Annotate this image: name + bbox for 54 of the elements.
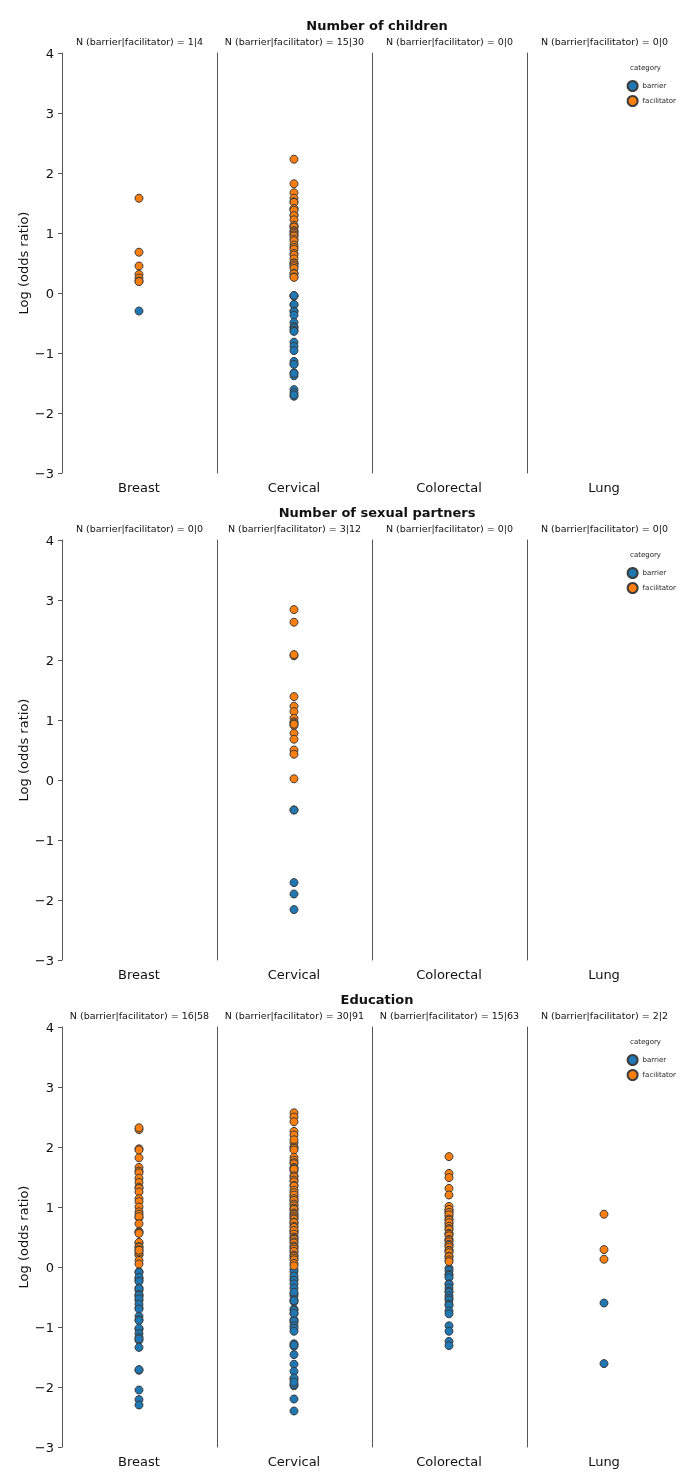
text: N (barrier|facilitator) = 0|0 xyxy=(385,522,514,534)
y-tick-label: −3 xyxy=(34,952,54,968)
x-tick-label: Cervical xyxy=(267,1454,321,1469)
x-tick-label: Colorectal xyxy=(416,480,482,495)
text: N (barrier|facilitator) = 2|2 xyxy=(540,1009,669,1021)
y-tick-label: 1 xyxy=(45,712,54,728)
y-axis-title: Log (odds ratio) xyxy=(16,1185,31,1289)
y-tick-label: 0 xyxy=(45,1259,54,1275)
chart-title: Number of sexual partners xyxy=(278,505,476,520)
y-tick-label: 3 xyxy=(45,592,54,608)
y-tick-label: −2 xyxy=(34,1379,54,1395)
x-tick-label: Breast xyxy=(118,967,160,982)
text: N (barrier|facilitator) = 15|30 xyxy=(224,35,365,47)
text: N (barrier|facilitator) = 3|12 xyxy=(227,522,362,534)
text: N (barrier|facilitator) = 0|0 xyxy=(540,522,669,534)
x-tick-label: Cervical xyxy=(267,480,321,495)
y-tick-label: −1 xyxy=(34,345,54,361)
text: N (barrier|facilitator) = 0|0 xyxy=(385,35,514,47)
x-tick-label: Lung xyxy=(588,967,620,982)
text: N (barrier|facilitator) = 0|0 xyxy=(75,522,204,534)
y-tick-label: 2 xyxy=(45,165,54,181)
x-tick-label: Cervical xyxy=(267,967,321,982)
text: N (barrier|facilitator) = 30|91 xyxy=(224,1009,365,1021)
y-tick-label: 4 xyxy=(45,45,54,61)
y-tick-label: 4 xyxy=(45,1019,54,1035)
y-tick-label: −2 xyxy=(34,405,54,421)
x-tick-label: Breast xyxy=(118,1454,160,1469)
y-tick-label: 2 xyxy=(45,1139,54,1155)
chart-title: Number of children xyxy=(306,18,448,33)
y-tick-label: 1 xyxy=(45,1199,54,1215)
text: N (barrier|facilitator) = 15|63 xyxy=(379,1009,520,1021)
y-axis-title: Log (odds ratio) xyxy=(16,698,31,802)
y-axis-title: Log (odds ratio) xyxy=(16,211,31,315)
y-tick-label: 4 xyxy=(45,532,54,548)
y-tick-label: −1 xyxy=(34,832,54,848)
y-tick-label: −3 xyxy=(34,1439,54,1455)
y-tick-label: 0 xyxy=(45,285,54,301)
x-tick-label: Colorectal xyxy=(416,1454,482,1469)
x-tick-label: Lung xyxy=(588,1454,620,1469)
text: N (barrier|facilitator) = 0|0 xyxy=(540,35,669,47)
text: N (barrier|facilitator) = 1|4 xyxy=(75,35,204,47)
x-tick-label: Lung xyxy=(588,480,620,495)
y-tick-label: −1 xyxy=(34,1319,54,1335)
y-tick-label: 3 xyxy=(45,1079,54,1095)
x-tick-label: Colorectal xyxy=(416,967,482,982)
y-tick-label: −3 xyxy=(34,465,54,481)
x-tick-label: Breast xyxy=(118,480,160,495)
y-tick-label: 2 xyxy=(45,652,54,668)
y-tick-label: −2 xyxy=(34,892,54,908)
chart-title: Education xyxy=(340,992,414,1007)
y-tick-label: 0 xyxy=(45,772,54,788)
text: N (barrier|facilitator) = 16|58 xyxy=(69,1009,210,1021)
y-tick-label: 1 xyxy=(45,225,54,241)
y-tick-label: 3 xyxy=(45,105,54,121)
